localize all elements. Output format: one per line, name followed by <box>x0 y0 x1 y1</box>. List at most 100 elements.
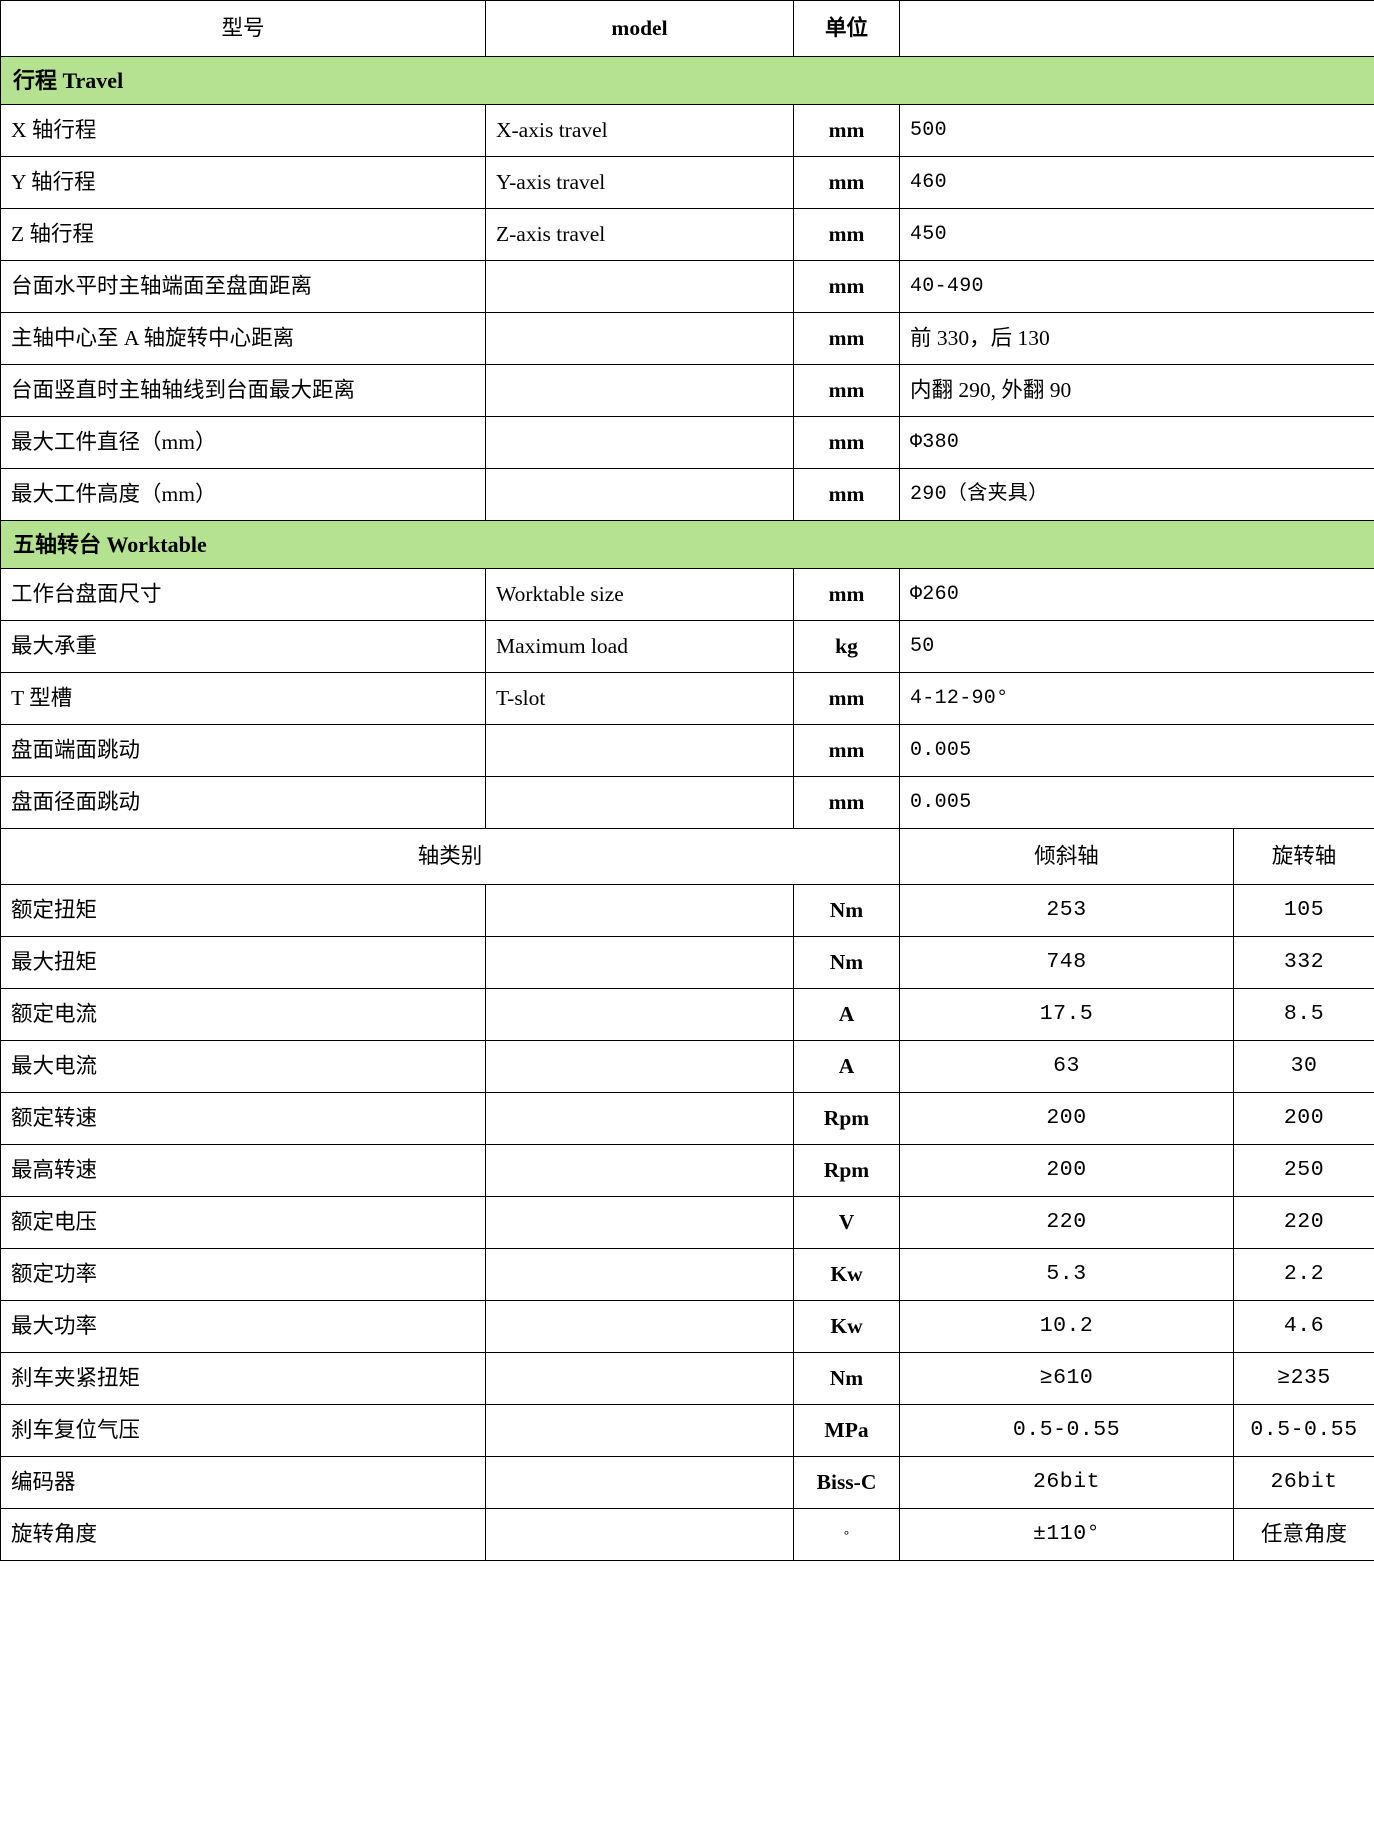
spec-name: X 轴行程 <box>0 104 486 157</box>
spec-row: Z 轴行程 Z-axis travel mm 450 <box>0 208 1374 261</box>
axis-column-header-tilting: 倾斜轴 <box>899 828 1234 885</box>
spec-name: 盘面径面跳动 <box>0 776 486 829</box>
spec-value: 500 <box>899 104 1374 157</box>
axis-spec-row: 最大扭矩 Nm 748 332 <box>0 936 1374 989</box>
spec-name: 刹车夹紧扭矩 <box>0 1352 486 1405</box>
spec-model <box>485 1248 794 1301</box>
spec-model <box>485 468 794 521</box>
column-header-name: 型号 <box>0 0 486 57</box>
spec-model <box>485 988 794 1041</box>
spec-row: 最大工件高度（mm） mm 290（含夹具） <box>0 468 1374 521</box>
column-header-model: model <box>485 0 794 57</box>
spec-name: 编码器 <box>0 1456 486 1509</box>
degree-symbol: ° <box>843 1526 850 1542</box>
axis-spec-row: 额定转速 Rpm 200 200 <box>0 1092 1374 1145</box>
spec-name: 最高转速 <box>0 1144 486 1197</box>
axis-value-rotary: 4.6 <box>1233 1300 1374 1353</box>
spec-value: 前 330，后 130 <box>899 312 1374 365</box>
spec-unit: mm <box>793 260 900 313</box>
spec-unit: mm <box>793 104 900 157</box>
spec-row: 台面水平时主轴端面至盘面距离 mm 40-490 <box>0 260 1374 313</box>
spec-name: 主轴中心至 A 轴旋转中心距离 <box>0 312 486 365</box>
axis-value-tilting: 63 <box>899 1040 1234 1093</box>
spec-name: T 型槽 <box>0 672 486 725</box>
spec-unit: mm <box>793 672 900 725</box>
spec-unit: Nm <box>793 936 900 989</box>
spec-model: T-slot <box>485 672 794 725</box>
spec-unit: mm <box>793 416 900 469</box>
spec-unit: mm <box>793 724 900 777</box>
spec-model <box>485 416 794 469</box>
spec-model <box>485 364 794 417</box>
axis-value-tilting: 220 <box>899 1196 1234 1249</box>
spec-name: 额定转速 <box>0 1092 486 1145</box>
spec-model <box>485 260 794 313</box>
axis-value-rotary: 0.5-0.55 <box>1233 1404 1374 1457</box>
spec-model <box>485 1040 794 1093</box>
spec-name: 额定扭矩 <box>0 884 486 937</box>
table-header-row: 型号 model 单位 <box>0 0 1374 57</box>
axis-value-rotary: 2.2 <box>1233 1248 1374 1301</box>
axis-value-tilting: 748 <box>899 936 1234 989</box>
spec-unit: A <box>793 988 900 1041</box>
spec-model: Worktable size <box>485 568 794 621</box>
spec-value: Φ260 <box>899 568 1374 621</box>
axis-value-tilting: 200 <box>899 1144 1234 1197</box>
spec-row: 工作台盘面尺寸 Worktable size mm Φ260 <box>0 568 1374 621</box>
axis-spec-row: 最高转速 Rpm 200 250 <box>0 1144 1374 1197</box>
spec-value: 0.005 <box>899 724 1374 777</box>
axis-value-rotary: 105 <box>1233 884 1374 937</box>
axis-value-tilting: 26bit <box>899 1456 1234 1509</box>
spec-name: 旋转角度 <box>0 1508 486 1561</box>
spec-model <box>485 1352 794 1405</box>
axis-value-rotary: 任意角度 <box>1233 1508 1374 1561</box>
axis-spec-row: 额定扭矩 Nm 253 105 <box>0 884 1374 937</box>
axis-spec-row: 旋转角度 ° ±110° 任意角度 <box>0 1508 1374 1561</box>
axis-spec-row: 额定电压 V 220 220 <box>0 1196 1374 1249</box>
spec-unit: mm <box>793 208 900 261</box>
axis-category-label: 轴类别 <box>0 828 900 885</box>
spec-unit: Nm <box>793 884 900 937</box>
axis-value-tilting: 200 <box>899 1092 1234 1145</box>
spec-name: Z 轴行程 <box>0 208 486 261</box>
spec-unit: mm <box>793 364 900 417</box>
spec-unit: Nm <box>793 1352 900 1405</box>
spec-model <box>485 884 794 937</box>
spec-value: 0.005 <box>899 776 1374 829</box>
spec-unit: mm <box>793 568 900 621</box>
spec-name: 台面竖直时主轴轴线到台面最大距离 <box>0 364 486 417</box>
spec-unit: MPa <box>793 1404 900 1457</box>
spec-unit: Rpm <box>793 1144 900 1197</box>
spec-model <box>485 1404 794 1457</box>
axis-value-rotary: 220 <box>1233 1196 1374 1249</box>
axis-spec-row: 最大电流 A 63 30 <box>0 1040 1374 1093</box>
section-banner-label: 五轴转台 Worktable <box>0 520 1374 569</box>
spec-row: Y 轴行程 Y-axis travel mm 460 <box>0 156 1374 209</box>
axis-value-tilting: 5.3 <box>899 1248 1234 1301</box>
spec-row: 盘面端面跳动 mm 0.005 <box>0 724 1374 777</box>
specification-table: 型号 model 单位 行程 Travel X 轴行程 X-axis travel mm 50… <box>0 0 1374 1561</box>
spec-name: 额定功率 <box>0 1248 486 1301</box>
axis-value-rotary: 8.5 <box>1233 988 1374 1041</box>
axis-spec-row: 额定功率 Kw 5.3 2.2 <box>0 1248 1374 1301</box>
spec-name: 盘面端面跳动 <box>0 724 486 777</box>
spec-model <box>485 1092 794 1145</box>
spec-value: 4-12-90° <box>899 672 1374 725</box>
spec-unit: Biss-C <box>793 1456 900 1509</box>
spec-name: 最大扭矩 <box>0 936 486 989</box>
axis-value-tilting: ≥610 <box>899 1352 1234 1405</box>
section-banner-label: 行程 Travel <box>0 56 1374 105</box>
spec-unit: mm <box>793 776 900 829</box>
spec-row: 主轴中心至 A 轴旋转中心距离 mm 前 330，后 130 <box>0 312 1374 365</box>
axis-value-rotary: ≥235 <box>1233 1352 1374 1405</box>
spec-model <box>485 776 794 829</box>
spec-row: 盘面径面跳动 mm 0.005 <box>0 776 1374 829</box>
axis-value-rotary: 332 <box>1233 936 1374 989</box>
spec-unit: mm <box>793 312 900 365</box>
spec-unit: A <box>793 1040 900 1093</box>
spec-value: 460 <box>899 156 1374 209</box>
spec-name: 台面水平时主轴端面至盘面距离 <box>0 260 486 313</box>
spec-unit: mm <box>793 156 900 209</box>
axis-value-tilting: 0.5-0.55 <box>899 1404 1234 1457</box>
spec-row: 最大承重 Maximum load kg 50 <box>0 620 1374 673</box>
